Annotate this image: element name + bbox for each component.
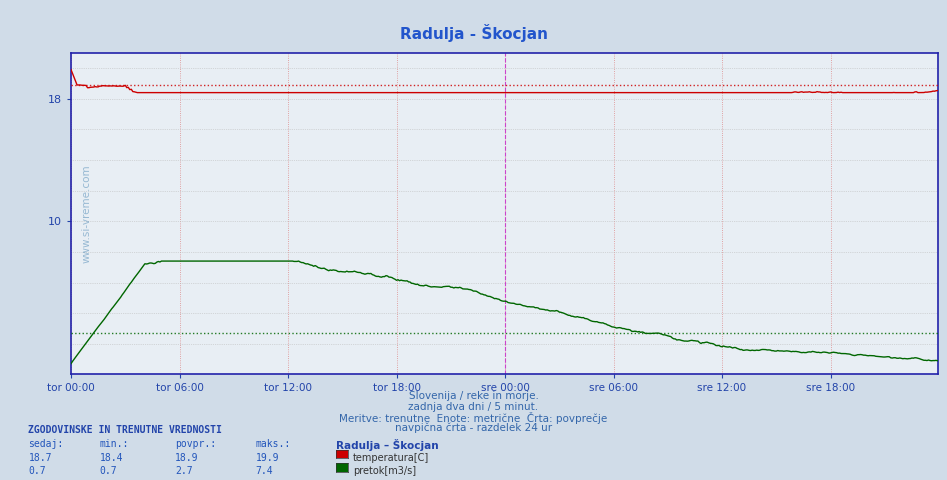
Text: 18.4: 18.4 xyxy=(99,453,123,463)
Text: maks.:: maks.: xyxy=(256,439,291,449)
Text: povpr.:: povpr.: xyxy=(175,439,216,449)
Text: 7.4: 7.4 xyxy=(256,466,274,476)
Text: 2.7: 2.7 xyxy=(175,466,193,476)
Text: min.:: min.: xyxy=(99,439,129,449)
Text: Slovenija / reke in morje.: Slovenija / reke in morje. xyxy=(408,391,539,401)
Text: ZGODOVINSKE IN TRENUTNE VREDNOSTI: ZGODOVINSKE IN TRENUTNE VREDNOSTI xyxy=(28,425,223,435)
Text: 18.9: 18.9 xyxy=(175,453,199,463)
Text: Meritve: trenutne  Enote: metrične  Črta: povprečje: Meritve: trenutne Enote: metrične Črta: … xyxy=(339,412,608,424)
Text: www.si-vreme.com: www.si-vreme.com xyxy=(81,164,92,263)
Text: navpična črta - razdelek 24 ur: navpična črta - razdelek 24 ur xyxy=(395,423,552,433)
Text: sedaj:: sedaj: xyxy=(28,439,63,449)
Text: zadnja dva dni / 5 minut.: zadnja dva dni / 5 minut. xyxy=(408,402,539,412)
Text: 19.9: 19.9 xyxy=(256,453,279,463)
Text: 0.7: 0.7 xyxy=(99,466,117,476)
Text: 0.7: 0.7 xyxy=(28,466,46,476)
Text: 18.7: 18.7 xyxy=(28,453,52,463)
Text: temperatura[C]: temperatura[C] xyxy=(353,453,430,463)
Text: pretok[m3/s]: pretok[m3/s] xyxy=(353,466,417,476)
Text: Radulja – Škocjan: Radulja – Škocjan xyxy=(336,439,438,451)
Text: Radulja - Škocjan: Radulja - Škocjan xyxy=(400,24,547,42)
